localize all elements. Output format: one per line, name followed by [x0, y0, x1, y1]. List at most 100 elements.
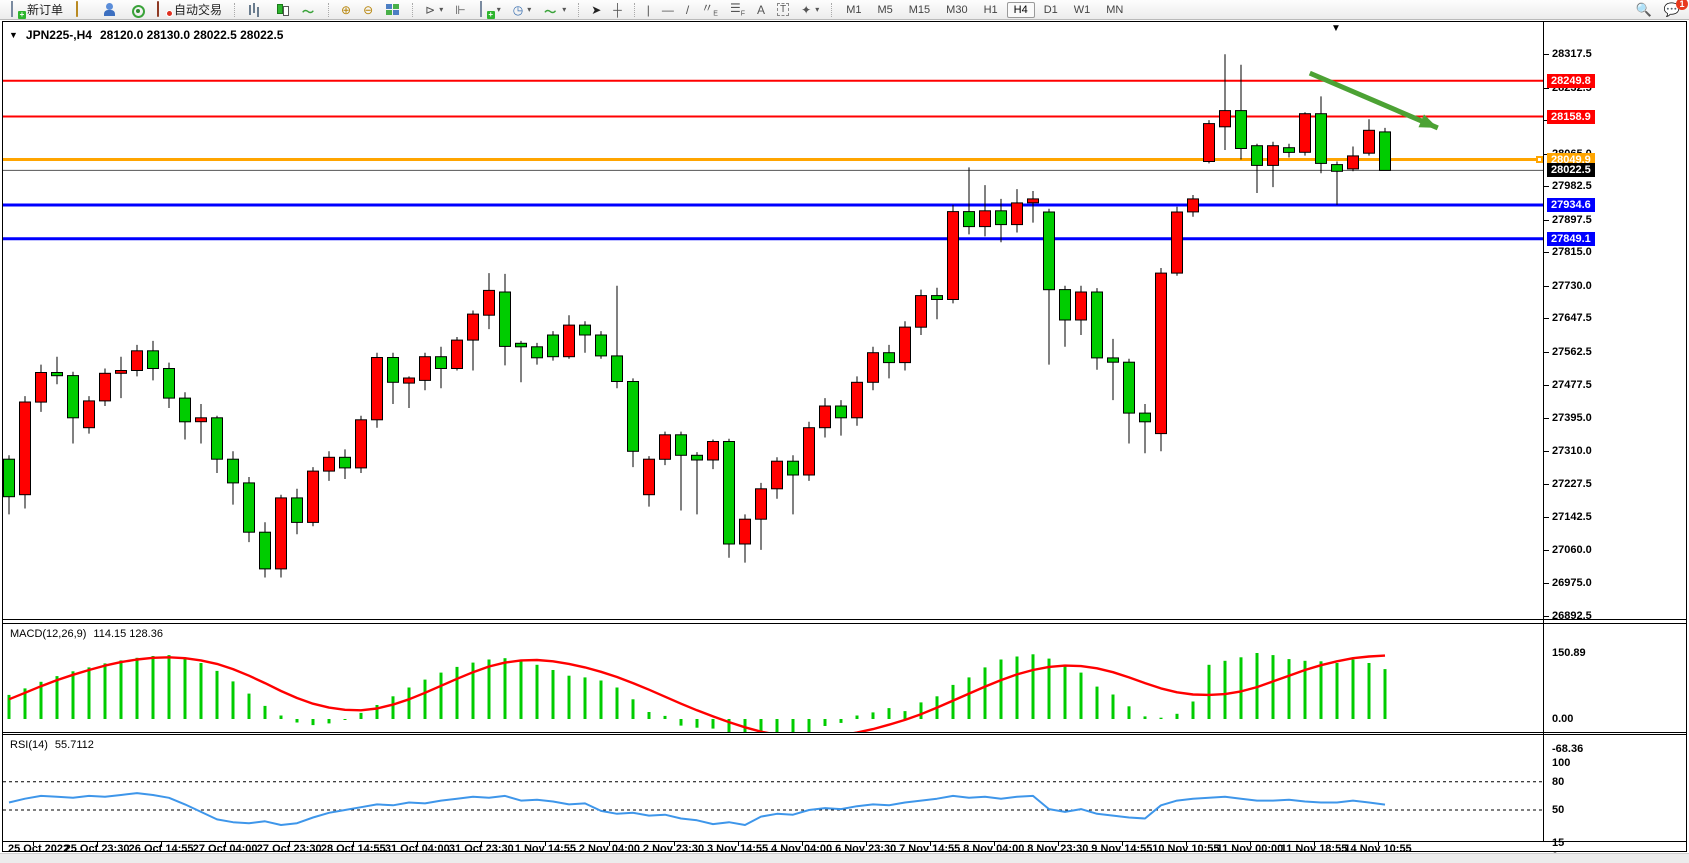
auto-trading-icon: [156, 1, 174, 17]
macd-histogram-bar: [823, 719, 827, 726]
macd-histogram-bar: [695, 719, 699, 728]
macd-histogram-bar: [39, 681, 43, 719]
rsi-label: RSI(14) 55.7112: [10, 739, 94, 751]
timeframe-m15[interactable]: M15: [908, 3, 931, 16]
candle: [1043, 208, 1055, 365]
macd-histogram-bar: [839, 719, 843, 723]
candlestick-chart-button[interactable]: [269, 1, 294, 19]
vertical-line-tool[interactable]: |: [642, 1, 655, 19]
auto-trading-button[interactable]: 自动交易: [151, 1, 227, 19]
price-tick-label: 27815.0: [1552, 246, 1592, 259]
toolbar-separator: [234, 2, 236, 17]
signal-button[interactable]: [124, 1, 149, 19]
candle: [147, 340, 159, 381]
time-axis-label: 25 Oct 2022: [8, 843, 70, 855]
price-tick-label: 27982.5: [1552, 180, 1592, 193]
macd-histogram-bar: [183, 657, 187, 719]
timeframe-m30[interactable]: M30: [946, 3, 968, 16]
candle: [1187, 195, 1199, 217]
fibonacci-tool[interactable]: ☰F: [725, 1, 750, 19]
chart-dropdown-icon[interactable]: ▼: [9, 30, 18, 40]
notifications-button[interactable]: 💬 1: [1659, 0, 1688, 19]
macd-histogram-bar: [23, 688, 27, 719]
channel-icon: 〃E: [701, 0, 718, 18]
main-price-chart[interactable]: [3, 22, 1543, 620]
macd-histogram-bar: [647, 712, 651, 719]
zoom-out-button[interactable]: ⊖: [358, 1, 378, 19]
candle: [803, 421, 815, 481]
shapes-icon: ✦: [801, 2, 812, 17]
time-tick-mark: [1121, 841, 1123, 846]
channel-tool[interactable]: 〃E: [696, 1, 723, 19]
macd-histogram-bar: [1303, 660, 1307, 719]
tile-windows-button[interactable]: [380, 1, 405, 19]
macd-histogram-bar: [967, 677, 971, 719]
timeframe-h1[interactable]: H1: [983, 3, 998, 16]
search-button[interactable]: 🔍: [1631, 1, 1657, 19]
candle: [227, 451, 239, 505]
panel-separator[interactable]: [3, 623, 1686, 624]
timeframe-m5[interactable]: M5: [877, 3, 893, 16]
price-tick-mark: [1544, 318, 1549, 320]
line-handle[interactable]: [1536, 155, 1543, 163]
price-tick-label: 28317.5: [1552, 48, 1592, 60]
macd-axis-label: 150.89: [1552, 647, 1586, 659]
rsi-axis-label: 80: [1552, 775, 1565, 788]
panel-separator[interactable]: [3, 734, 1686, 735]
line-chart-icon: [301, 2, 316, 20]
bar-chart-button[interactable]: [242, 1, 267, 19]
macd-histogram-bar: [807, 719, 811, 732]
period-button[interactable]: ◷ ▾: [512, 2, 532, 17]
price-line-badge: 28049.9: [1547, 152, 1595, 167]
timeframe-h4[interactable]: H4: [1006, 1, 1035, 18]
candle: [579, 321, 591, 353]
price-tick-mark: [1544, 351, 1549, 353]
time-axis-label: 28 Oct 14:55: [320, 843, 386, 855]
timeframe-m1[interactable]: M1: [846, 3, 862, 16]
trend-arrow: [1308, 70, 1439, 131]
trendline-tool[interactable]: /: [681, 1, 694, 19]
zoom-in-button[interactable]: ⊕: [336, 1, 356, 19]
chart-symbol-label: JPN225-,H4: [25, 28, 92, 42]
candle: [707, 439, 719, 470]
candle: [35, 364, 47, 412]
profile-button[interactable]: [97, 1, 122, 19]
crosshair-tool-button[interactable]: ┼: [608, 1, 627, 19]
timeframe-w1[interactable]: W1: [1073, 3, 1091, 16]
time-tick-mark: [161, 841, 163, 846]
candle: [1267, 141, 1279, 188]
price-tick-label: 27310.0: [1552, 445, 1592, 458]
time-tick-mark: [737, 841, 739, 846]
indicators-button[interactable]: + ▾: [473, 1, 506, 19]
panel-separator[interactable]: [3, 619, 1686, 620]
macd-histogram-bar: [439, 672, 443, 719]
text-tool[interactable]: A: [752, 1, 770, 19]
macd-histogram-bar: [7, 694, 11, 719]
rsi-panel-chart[interactable]: [3, 735, 1543, 841]
new-order-button[interactable]: + 新订单: [4, 1, 68, 19]
line-chart-button[interactable]: [296, 1, 321, 20]
auto-scroll-button[interactable]: ⊳ ▾: [425, 2, 444, 17]
chart-shift-button[interactable]: ⊩: [450, 1, 470, 19]
timeframe-mn[interactable]: MN: [1106, 3, 1124, 16]
panel-separator[interactable]: [3, 732, 1686, 733]
macd-histogram-bar: [1223, 660, 1227, 719]
timeframe-d1[interactable]: D1: [1043, 3, 1058, 16]
candle: [723, 438, 735, 558]
price-tick-mark: [1544, 252, 1549, 254]
cursor-tool-button[interactable]: ➤: [586, 1, 606, 19]
label-tool[interactable]: T: [772, 1, 794, 19]
scroll-position-marker[interactable]: ▼: [1331, 23, 1341, 34]
macd-panel-chart[interactable]: [3, 624, 1543, 732]
tile-windows-icon: [386, 4, 400, 15]
rsi-axis-label: 100: [1552, 757, 1571, 769]
horizontal-line-tool[interactable]: —: [657, 1, 679, 19]
shapes-tool[interactable]: ✦ ▾: [801, 2, 820, 17]
candle: [675, 431, 687, 511]
time-axis-label: 2 Nov 23:30: [642, 843, 705, 855]
macd-histogram-bar: [87, 667, 91, 719]
price-tick-mark: [1544, 186, 1549, 188]
templates-button[interactable]: ▾: [538, 1, 571, 20]
styler-button[interactable]: [70, 1, 95, 19]
candle: [1331, 161, 1343, 205]
